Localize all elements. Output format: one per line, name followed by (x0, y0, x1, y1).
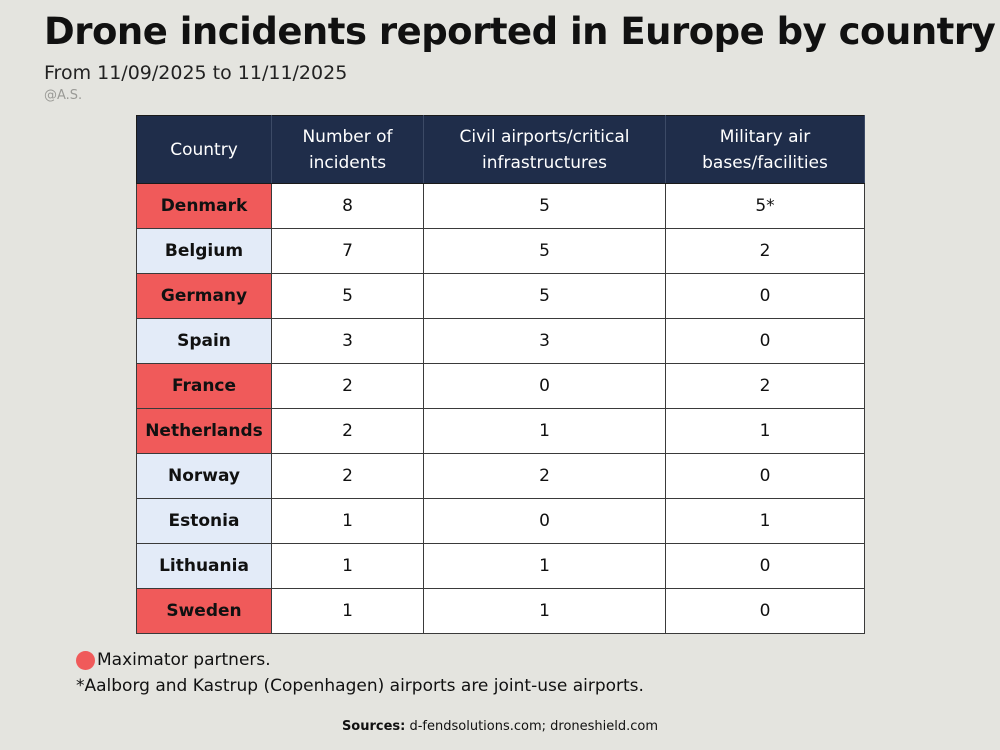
cell-military: 0 (665, 543, 865, 589)
cell-civil: 0 (423, 498, 666, 544)
cell-civil: 2 (423, 453, 666, 499)
cell-civil: 5 (423, 228, 666, 274)
table-body: Denmark 8 5 5* Belgium 7 5 2 Germany 5 5 0 Spain 3 3 0 F… (136, 183, 865, 634)
cell-civil: 1 (423, 588, 666, 634)
table-header-row: Country Number of incidents Civil airpor… (136, 115, 865, 184)
sources-label: Sources: (341, 719, 406, 734)
cell-military: 2 (665, 363, 865, 409)
cell-civil: 5 (423, 183, 666, 229)
cell-civil: 3 (423, 318, 666, 364)
cell-incidents: 5 (271, 273, 424, 319)
column-header-country: Country (136, 115, 272, 184)
sources-text: d-fendsolutions.com; droneshield.com (405, 719, 659, 734)
cell-incidents: 1 (271, 588, 424, 634)
table-row: Sweden 1 1 0 (136, 588, 865, 634)
cell-country: Spain (136, 318, 272, 364)
table-header: Country Number of incidents Civil airpor… (136, 115, 865, 184)
author-credit: @A.S. (44, 88, 83, 103)
table-row: Netherlands 2 1 1 (136, 408, 865, 454)
table-row: Norway 2 2 0 (136, 453, 865, 499)
column-header-civil: Civil airports/critical infrastructures (423, 115, 666, 184)
cell-military: 1 (665, 498, 865, 544)
cell-incidents: 8 (271, 183, 424, 229)
footnote: *Aalborg and Kastrup (Copenhagen) airpor… (76, 676, 644, 696)
cell-incidents: 2 (271, 363, 424, 409)
page-title: Drone incidents reported in Europe by co… (44, 10, 996, 53)
cell-civil: 5 (423, 273, 666, 319)
cell-civil: 0 (423, 363, 666, 409)
cell-military: 0 (665, 273, 865, 319)
cell-country: Denmark (136, 183, 272, 229)
cell-incidents: 2 (271, 408, 424, 454)
cell-country: France (136, 363, 272, 409)
table-row: Germany 5 5 0 (136, 273, 865, 319)
cell-military: 2 (665, 228, 865, 274)
column-header-military: Military air bases/facilities (665, 115, 865, 184)
cell-military: 0 (665, 588, 865, 634)
table-row: Estonia 1 0 1 (136, 498, 865, 544)
partner-marker-icon (76, 650, 95, 670)
cell-incidents: 3 (271, 318, 424, 364)
cell-incidents: 7 (271, 228, 424, 274)
cell-civil: 1 (423, 543, 666, 589)
sources-line: Sources: d-fendsolutions.com; droneshiel… (0, 719, 1000, 734)
cell-military: 0 (665, 453, 865, 499)
cell-civil: 1 (423, 408, 666, 454)
cell-incidents: 1 (271, 498, 424, 544)
table-row: Spain 3 3 0 (136, 318, 865, 364)
cell-incidents: 1 (271, 543, 424, 589)
cell-military: 5* (665, 183, 865, 229)
cell-country: Lithuania (136, 543, 272, 589)
legend-label: Maximator partners. (97, 650, 271, 670)
cell-military: 1 (665, 408, 865, 454)
cell-country: Germany (136, 273, 272, 319)
column-header-incidents: Number of incidents (271, 115, 424, 184)
cell-country: Norway (136, 453, 272, 499)
cell-country: Sweden (136, 588, 272, 634)
table-row: Denmark 8 5 5* (136, 183, 865, 229)
cell-country: Netherlands (136, 408, 272, 454)
table-row: Belgium 7 5 2 (136, 228, 865, 274)
table-row: Lithuania 1 1 0 (136, 543, 865, 589)
cell-incidents: 2 (271, 453, 424, 499)
table-row: France 2 0 2 (136, 363, 865, 409)
incidents-table: Country Number of incidents Civil airpor… (136, 115, 865, 634)
cell-military: 0 (665, 318, 865, 364)
cell-country: Belgium (136, 228, 272, 274)
date-range-subtitle: From 11/09/2025 to 11/11/2025 (44, 62, 348, 84)
cell-country: Estonia (136, 498, 272, 544)
legend: Maximator partners. (76, 650, 271, 670)
